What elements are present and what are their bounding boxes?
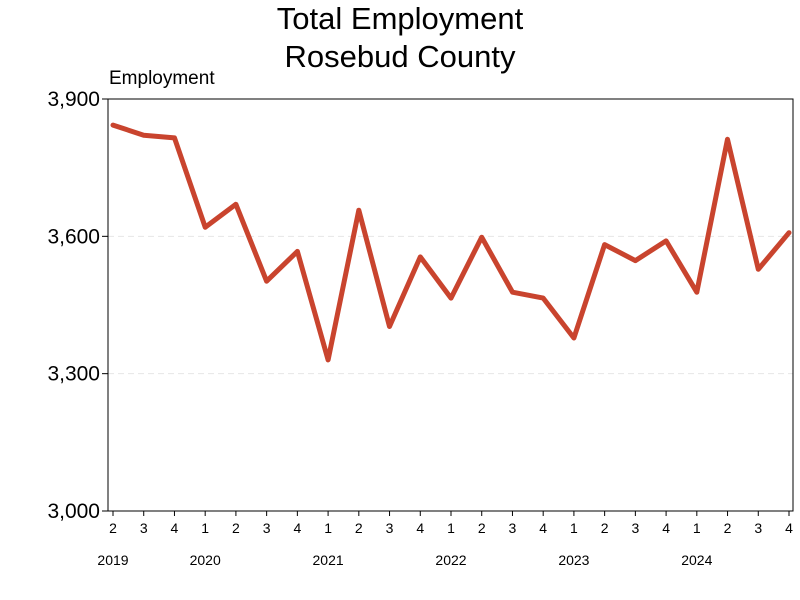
chart-title: Total Employment: [276, 1, 524, 36]
data-point: [141, 132, 146, 138]
x-tick-label: 2: [478, 520, 486, 536]
series-line: [110, 122, 792, 363]
data-point: [694, 289, 700, 295]
data-point: [663, 238, 669, 244]
data-point: [295, 249, 300, 254]
x-tick-label: 2: [355, 520, 363, 536]
y-tick-label: 3,300: [47, 363, 100, 386]
x-tick-label: 2: [601, 520, 609, 536]
x-tick-label: 1: [693, 520, 701, 536]
plot-frame: [107, 98, 794, 512]
x-tick-label: 1: [447, 520, 455, 536]
data-point: [172, 135, 177, 141]
data-point: [602, 242, 607, 247]
x-tick-label: 4: [171, 520, 179, 536]
data-point: [786, 230, 792, 235]
year-label: 2020: [190, 552, 221, 568]
x-tick-label: 1: [201, 520, 209, 536]
y-tick-label: 3,000: [47, 500, 100, 523]
data-point: [725, 137, 730, 142]
data-point: [479, 235, 484, 240]
year-label: 2024: [681, 552, 712, 568]
data-point: [510, 289, 515, 295]
y-tick-label: 3,900: [47, 88, 100, 111]
x-tick-label: 4: [416, 520, 424, 536]
data-point: [418, 254, 423, 260]
data-point: [387, 324, 392, 329]
data-point: [233, 202, 239, 207]
x-tick-label: 4: [785, 520, 793, 536]
x-tick-label: 3: [754, 520, 762, 536]
data-point: [264, 278, 269, 284]
y-axis-label: Employment: [109, 68, 215, 89]
data-point: [110, 122, 116, 128]
y-tick-label: 3,600: [47, 225, 100, 248]
year-label: 2019: [97, 552, 128, 568]
x-tick-label: 4: [662, 520, 670, 536]
year-label: 2023: [558, 552, 589, 568]
data-point: [202, 224, 208, 230]
x-tick-label: 3: [263, 520, 271, 536]
year-label: 2022: [435, 552, 466, 568]
data-point: [540, 295, 546, 301]
data-point: [756, 267, 761, 272]
data-point: [325, 357, 331, 363]
x-tick-label: 2: [724, 520, 732, 536]
data-point: [571, 335, 577, 341]
x-tick-label: 4: [293, 520, 301, 536]
x-tick-label: 1: [324, 520, 332, 536]
x-tick-label: 2: [232, 520, 240, 536]
x-tick-label: 1: [570, 520, 578, 536]
x-tick-label: 2: [109, 520, 117, 536]
x-tick-label: 4: [539, 520, 547, 536]
data-point: [633, 258, 638, 263]
x-tick-label: 3: [509, 520, 517, 536]
x-tick-label: 3: [386, 520, 394, 536]
data-point: [448, 295, 454, 301]
x-tick-label: 3: [140, 520, 148, 536]
data-point: [356, 208, 362, 213]
chart-subtitle: Rosebud County: [284, 39, 516, 74]
year-label: 2021: [313, 552, 344, 568]
x-tick-label: 3: [631, 520, 639, 536]
